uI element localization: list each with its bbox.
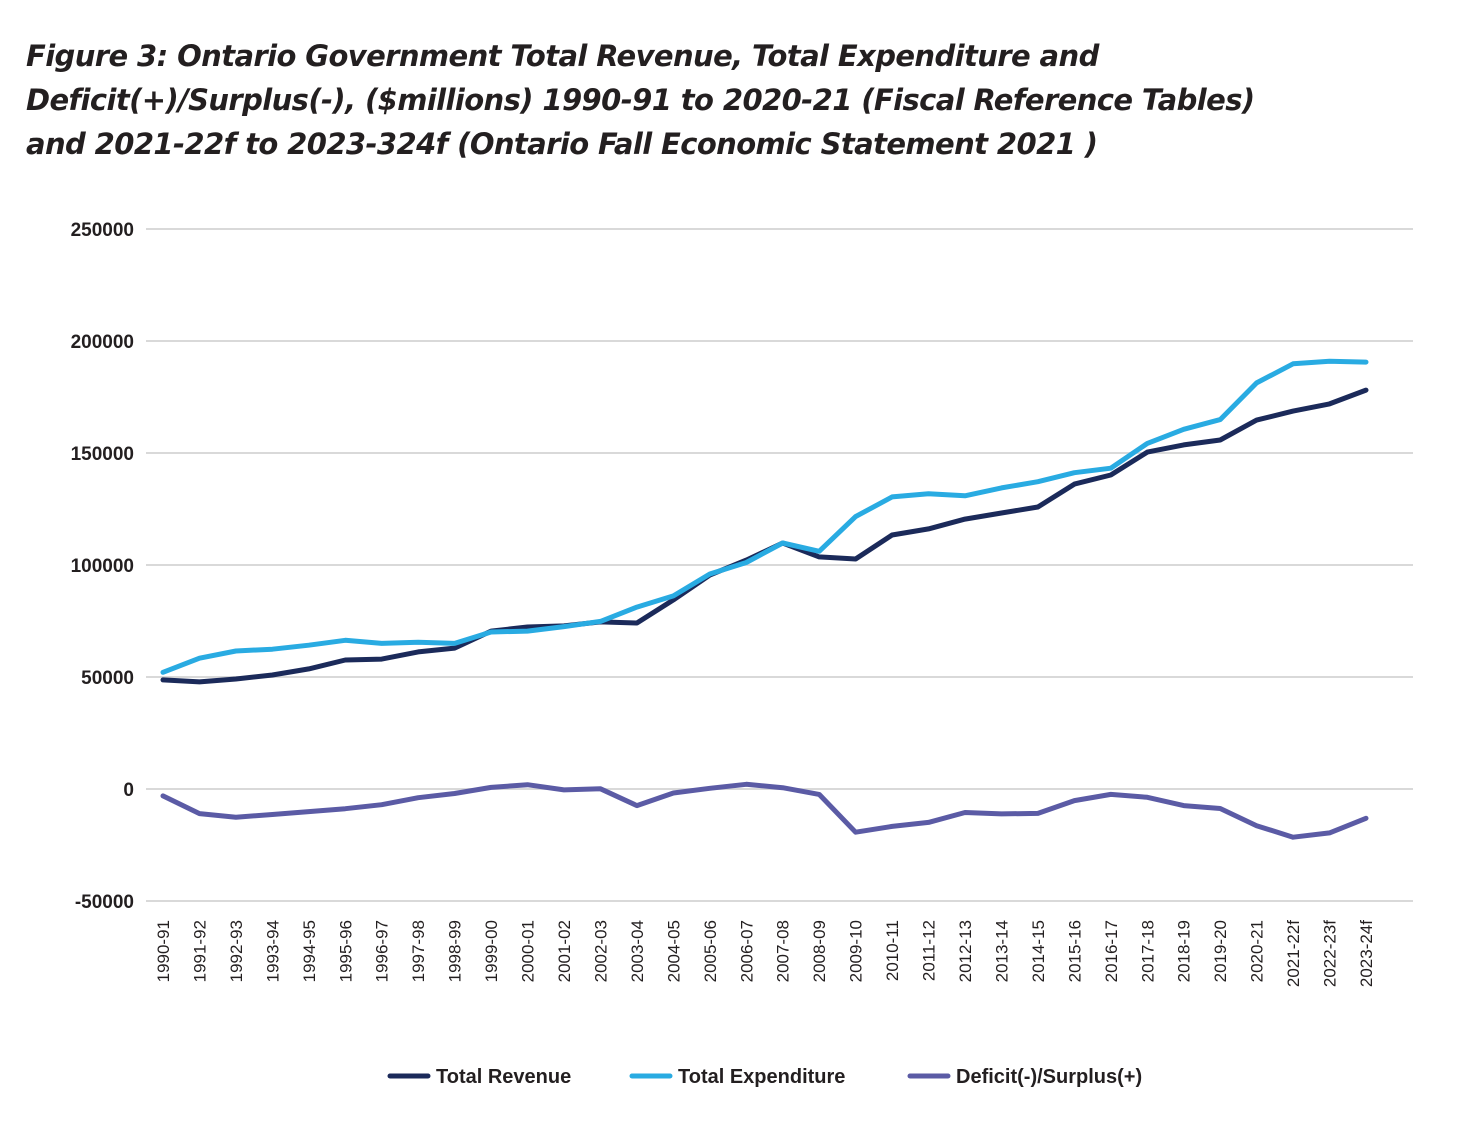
x-tick-label: 2016-17 bbox=[1102, 920, 1121, 982]
x-tick-label: 2017-18 bbox=[1138, 920, 1157, 982]
x-tick-label: 2023-24f bbox=[1357, 920, 1376, 987]
chart-title: Figure 3: Ontario Government Total Reven… bbox=[26, 34, 1426, 166]
x-tick-label: 2006-07 bbox=[737, 920, 756, 982]
y-tick-label: 100000 bbox=[71, 556, 134, 577]
legend-label: Total Revenue bbox=[436, 1066, 571, 1088]
x-tick-label: 2002-03 bbox=[591, 920, 610, 982]
x-tick-label: 2000-01 bbox=[519, 920, 538, 982]
x-tick-label: 2001-02 bbox=[555, 920, 574, 982]
gridlines bbox=[146, 228, 1413, 902]
legend-label: Total Expenditure bbox=[678, 1066, 845, 1088]
y-tick-label: 250000 bbox=[71, 220, 134, 241]
x-tick-label: 2014-15 bbox=[1029, 920, 1048, 982]
x-tick-label: 2020-21 bbox=[1248, 920, 1267, 982]
x-tick-label: 2007-08 bbox=[774, 920, 793, 982]
y-tick-label: 150000 bbox=[71, 444, 134, 465]
x-tick-label: 2018-19 bbox=[1175, 920, 1194, 982]
legend-item-deficit-surplus: Deficit(-)/Surplus(+) bbox=[907, 1066, 1142, 1088]
y-tick-label: -50000 bbox=[75, 892, 134, 913]
y-tick-label: 200000 bbox=[71, 332, 134, 353]
y-tick-label: 0 bbox=[123, 780, 134, 801]
chart-title-line-1: Figure 3: Ontario Government Total Reven… bbox=[26, 39, 1099, 73]
y-axis-tick-labels: 250000 200000 150000 100000 50000 0 -50000 bbox=[71, 220, 134, 913]
x-tick-label: 2009-10 bbox=[847, 920, 866, 982]
x-tick-label: 1994-95 bbox=[300, 920, 319, 982]
x-tick-label: 2015-16 bbox=[1065, 920, 1084, 982]
x-tick-label: 2005-06 bbox=[701, 920, 720, 982]
legend-label: Deficit(-)/Surplus(+) bbox=[956, 1066, 1142, 1088]
x-tick-label: 1993-94 bbox=[263, 920, 282, 982]
x-tick-label: 2011-12 bbox=[920, 920, 939, 981]
series-line-total-expenditure bbox=[160, 358, 1369, 675]
x-tick-label: 2010-11 bbox=[883, 920, 902, 981]
x-axis-tick-labels: 1990-91 1991-92 1992-93 1993-94 1994-95 1995-… bbox=[154, 920, 1376, 987]
x-tick-label: 1996-97 bbox=[373, 920, 392, 982]
legend-item-total-revenue: Total Revenue bbox=[387, 1066, 571, 1088]
x-tick-label: 2003-04 bbox=[628, 920, 647, 982]
chart-title-line-2: Deficit(+)/Surplus(-), ($millions) 1990-… bbox=[26, 83, 1255, 117]
series-lines bbox=[160, 358, 1369, 840]
series-line-deficit-surplus bbox=[160, 781, 1369, 840]
x-tick-label: 1997-98 bbox=[409, 920, 428, 982]
x-tick-label: 2008-09 bbox=[810, 920, 829, 982]
x-tick-label: 1992-93 bbox=[227, 920, 246, 982]
x-tick-label: 2004-05 bbox=[664, 920, 683, 982]
x-tick-label: 1998-99 bbox=[446, 920, 465, 982]
legend-item-total-expenditure: Total Expenditure bbox=[629, 1066, 845, 1088]
x-tick-label: 2019-20 bbox=[1211, 920, 1230, 982]
x-tick-label: 1990-91 bbox=[154, 920, 173, 982]
x-tick-label: 2021-22f bbox=[1284, 920, 1303, 987]
chart-title-line-3: and 2021-22f to 2023-324f (Ontario Fall … bbox=[26, 127, 1098, 161]
y-tick-label: 50000 bbox=[81, 668, 134, 689]
x-tick-label: 1991-92 bbox=[190, 920, 209, 982]
x-tick-label: 1999-00 bbox=[482, 920, 501, 982]
x-tick-label: 1995-96 bbox=[336, 920, 355, 982]
x-tick-label: 2012-13 bbox=[956, 920, 975, 982]
x-tick-label: 2013-14 bbox=[992, 920, 1011, 982]
legend: Total Revenue Total Expenditure Deficit(-)… bbox=[387, 1066, 1142, 1088]
x-tick-label: 2022-23f bbox=[1321, 920, 1340, 987]
